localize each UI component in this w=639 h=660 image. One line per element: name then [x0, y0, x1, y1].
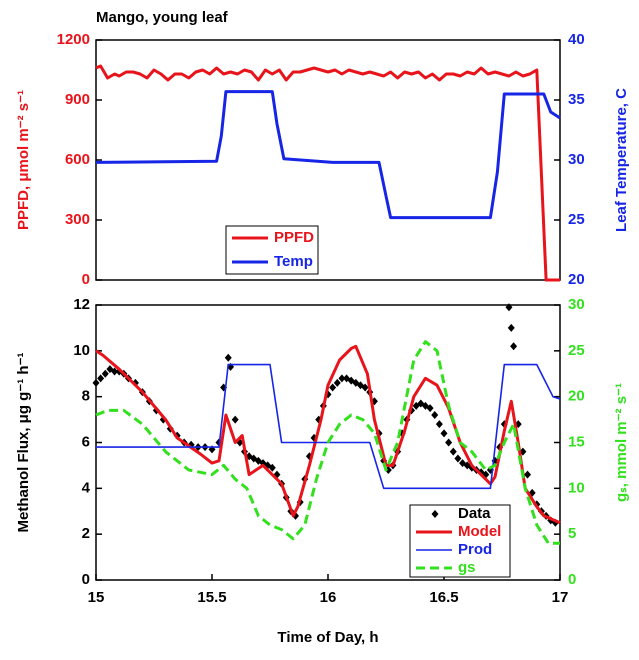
- y2-tick-label: 25: [568, 211, 585, 228]
- data-point: [510, 342, 518, 351]
- plot-frame: [95, 39, 561, 281]
- data-point: [224, 353, 232, 362]
- series-line: [95, 340, 560, 545]
- series-line: [95, 64, 560, 282]
- data-point: [361, 383, 369, 392]
- legend-label: Data: [458, 505, 491, 522]
- legend-box: [225, 225, 319, 275]
- x-tick-label: 17: [552, 589, 569, 606]
- y-tick-label: 10: [73, 342, 90, 359]
- data-point: [431, 411, 439, 419]
- x-tick-label: 16.5: [429, 589, 458, 606]
- data-point: [338, 374, 346, 383]
- y2-axis-label: gₛ, mmol m⁻² s⁻¹: [613, 383, 630, 502]
- y-axis-label: PPFD, μmol m⁻² s⁻¹: [15, 90, 32, 230]
- y2-tick-label: 35: [568, 91, 585, 108]
- y2-tick-label: 25: [568, 342, 585, 359]
- x-tick-label: 15: [88, 589, 105, 606]
- data-point: [445, 438, 453, 447]
- y2-tick-label: 5: [568, 525, 576, 542]
- data-point: [507, 323, 515, 332]
- data-point: [435, 420, 443, 429]
- legend-label: PPFD: [274, 229, 314, 246]
- series-line: [95, 90, 561, 220]
- series-line: [95, 344, 561, 525]
- data-point: [333, 378, 341, 387]
- y2-axis-label: Leaf Temperature, C: [613, 88, 630, 232]
- data-point: [111, 367, 119, 376]
- y-tick-label: 2: [82, 525, 90, 542]
- data-point: [329, 383, 337, 392]
- x-tick-label: 15.5: [197, 589, 226, 606]
- data-point: [426, 404, 434, 413]
- data-point: [454, 454, 462, 463]
- data-point: [292, 511, 300, 520]
- series-line: [96, 363, 561, 490]
- data-point: [231, 415, 239, 424]
- y2-tick-label: 30: [568, 151, 585, 168]
- legend-box: [409, 504, 511, 578]
- y2-tick-label: 20: [568, 388, 585, 405]
- y2-tick-label: 10: [568, 479, 585, 496]
- data-point: [505, 303, 513, 312]
- data-point: [250, 454, 258, 463]
- y2-tick-label: 15: [568, 433, 585, 450]
- y2-tick-label: 40: [568, 31, 585, 48]
- data-point: [101, 369, 109, 378]
- data-point: [92, 378, 100, 387]
- chart-title: Mango, young leaf: [96, 9, 229, 26]
- legend-label: Prod: [458, 541, 492, 558]
- legend-marker: [431, 510, 439, 518]
- y-tick-label: 8: [82, 388, 90, 405]
- y-tick-label: 600: [65, 151, 90, 168]
- y-tick-label: 300: [65, 211, 90, 228]
- y-tick-label: 6: [82, 433, 90, 450]
- y-tick-label: 4: [82, 479, 91, 496]
- y-tick-label: 1200: [57, 31, 90, 48]
- y-tick-label: 0: [82, 571, 90, 588]
- x-tick-label: 16: [320, 589, 337, 606]
- data-point: [449, 447, 457, 456]
- legend-label: Model: [458, 523, 501, 540]
- y2-tick-label: 0: [568, 571, 576, 588]
- data-point: [97, 374, 105, 383]
- y2-tick-label: 30: [568, 296, 585, 313]
- legend-label: Temp: [274, 253, 313, 270]
- y-tick-label: 0: [82, 271, 90, 288]
- y2-tick-label: 20: [568, 271, 585, 288]
- y-axis-label: Methanol Flux, μg g⁻¹ h⁻¹: [15, 353, 32, 533]
- legend-label: gs: [458, 559, 476, 576]
- data-point: [440, 429, 448, 438]
- data-point: [268, 463, 276, 472]
- data-point: [524, 470, 532, 479]
- y-tick-label: 12: [73, 296, 90, 313]
- x-axis-label: Time of Day, h: [277, 629, 378, 646]
- y-tick-label: 900: [65, 91, 90, 108]
